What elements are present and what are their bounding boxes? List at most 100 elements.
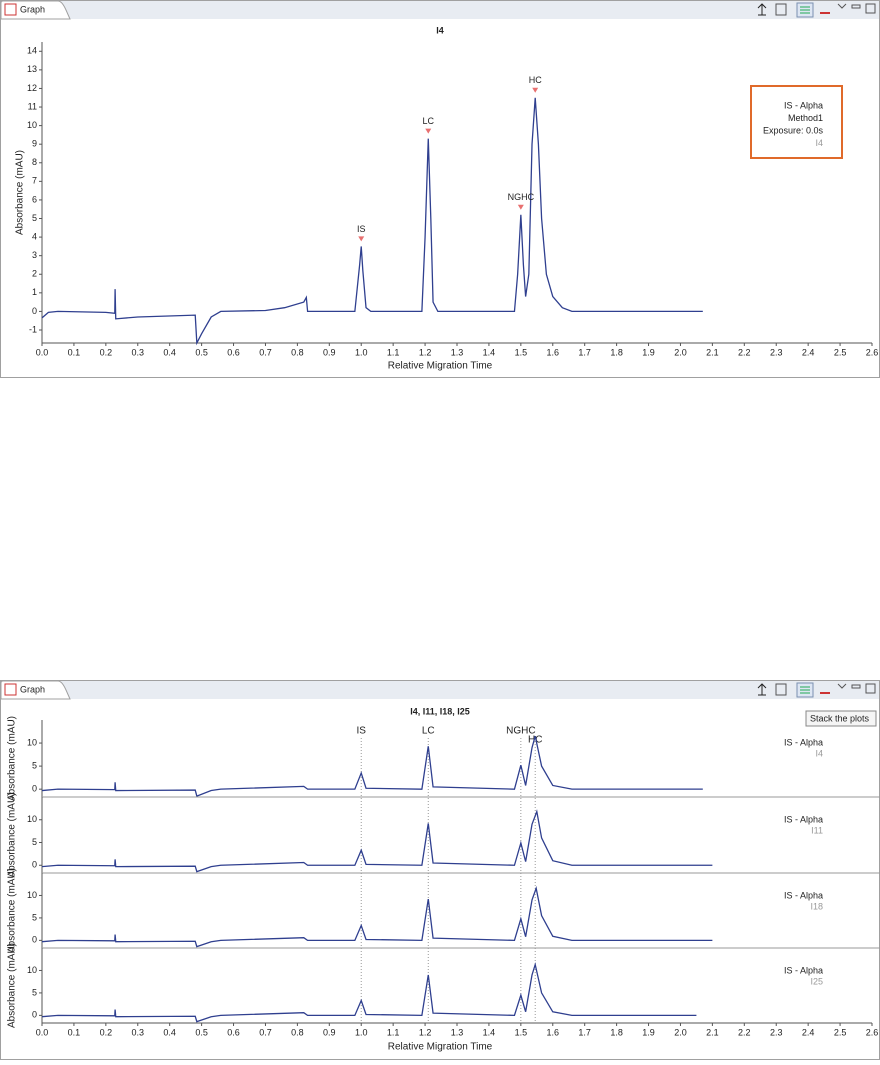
y-tick-label: 12	[27, 83, 37, 93]
y-tick-label: 10	[27, 965, 37, 975]
peak-marker	[358, 236, 365, 242]
series-line	[41, 97, 703, 346]
x-tick-label: 0.6	[227, 1027, 240, 1037]
x-tick-label: 0.7	[259, 347, 272, 357]
legend-text: IS - Alpha	[784, 965, 823, 975]
tab-bar	[1, 681, 879, 699]
tooltip-layer: Stack the plots	[805, 710, 877, 727]
tool-button[interactable]	[757, 3, 767, 16]
legend-series-name: I4	[815, 748, 823, 758]
x-tick-label: 1.2	[419, 347, 432, 357]
tab-bar	[1, 1, 879, 19]
series-line	[41, 885, 713, 948]
x-tick-label: 1.1	[387, 1027, 400, 1037]
y-tick-label: 10	[27, 814, 37, 824]
x-tick-label: 2.1	[706, 1027, 719, 1037]
x-tick-label: 2.5	[834, 1027, 847, 1037]
y-axis-label: Absorbance (mAU)	[7, 943, 18, 1028]
tool-button[interactable]	[757, 683, 767, 696]
maximize-button[interactable]	[865, 3, 876, 14]
x-tick-label: 1.1	[387, 347, 400, 357]
x-tick-label: 2.5	[834, 347, 847, 357]
x-tick-label: 1.6	[547, 1027, 560, 1037]
tab-label[interactable]: Graph	[20, 684, 45, 694]
tooltip: Stack the plots	[810, 713, 870, 723]
y-tick-label: 5	[32, 760, 37, 770]
tool-button[interactable]	[775, 3, 787, 16]
peak-label: NGHC	[506, 726, 535, 737]
x-tick-label: 1.8	[610, 1027, 623, 1037]
y-tick-label: 5	[32, 837, 37, 847]
icon	[800, 6, 810, 14]
tab[interactable]	[0, 0, 71, 20]
x-tick-label: 0.8	[291, 347, 304, 357]
y-tick-label: 5	[32, 213, 37, 223]
legend-text: Exposure: 0.0s	[763, 125, 824, 135]
legend-box	[750, 85, 843, 159]
minimize-button[interactable]	[851, 4, 861, 9]
x-tick-label: 2.0	[674, 1027, 687, 1037]
peak-label: NGHC	[508, 192, 535, 202]
peak-marker	[517, 204, 524, 210]
x-tick-label: 1.0	[355, 347, 368, 357]
y-tick-label: 10	[27, 890, 37, 900]
peak-label: IS	[357, 726, 367, 737]
chart-title: I4, I11, I18, I25	[410, 706, 470, 716]
peak-label: IS	[357, 224, 366, 234]
toolbar	[757, 2, 876, 18]
x-tick-label: 1.3	[451, 1027, 464, 1037]
series-line	[41, 735, 703, 797]
x-axis-label: Relative Migration Time	[388, 1042, 493, 1053]
y-tick-label: 3	[32, 250, 37, 260]
x-tick-label: 2.3	[770, 347, 783, 357]
chart-title: I4	[436, 25, 444, 35]
peak-label: HC	[529, 75, 542, 85]
x-tick-label: 1.0	[355, 1027, 368, 1037]
maximize-button[interactable]	[865, 683, 876, 694]
panel	[0, 0, 880, 378]
legend-series-name: I25	[810, 976, 823, 986]
tooltip-box	[805, 710, 877, 727]
x-tick-label: 0.2	[100, 347, 113, 357]
x-tick-label: 1.7	[578, 347, 591, 357]
x-tick-label: 2.4	[802, 347, 815, 357]
y-tick-label: 7	[32, 176, 37, 186]
x-tick-label: 0.5	[195, 1027, 208, 1037]
toolbar	[757, 682, 876, 698]
tab-label[interactable]: Graph	[20, 4, 45, 14]
x-tick-label: 1.9	[642, 347, 655, 357]
tool-button[interactable]	[775, 683, 787, 696]
y-axis-label: Absorbance (mAU)	[7, 792, 18, 877]
x-tick-label: 2.6	[866, 1027, 879, 1037]
x-tick-label: 0.3	[132, 347, 145, 357]
x-tick-label: 2.0	[674, 347, 687, 357]
x-tick-label: 2.6	[866, 347, 879, 357]
x-tick-label: 2.2	[738, 1027, 751, 1037]
series-line	[41, 809, 713, 873]
tab-icon	[4, 3, 17, 16]
x-tick-label: 1.4	[483, 347, 496, 357]
legend-text: IS - Alpha	[784, 890, 823, 900]
menu-button[interactable]	[837, 3, 847, 9]
x-tick-label: 0.5	[195, 347, 208, 357]
x-tick-label: 1.9	[642, 1027, 655, 1037]
peak-label: HC	[528, 735, 542, 746]
menu-button[interactable]	[837, 683, 847, 689]
x-tick-label: 1.3	[451, 347, 464, 357]
x-tick-label: 0.8	[291, 1027, 304, 1037]
x-tick-label: 2.2	[738, 347, 751, 357]
x-tick-label: 0.7	[259, 1027, 272, 1037]
tab[interactable]	[0, 680, 71, 700]
y-tick-label: 14	[27, 46, 37, 56]
minimize-button[interactable]	[851, 684, 861, 689]
x-tick-label: 0.0	[36, 1027, 49, 1037]
x-tick-label: 1.2	[419, 1027, 432, 1037]
y-tick-label: 10	[27, 737, 37, 747]
y-tick-label: 10	[27, 120, 37, 130]
y-tick-label: 4	[32, 231, 37, 241]
x-tick-label: 1.7	[578, 1027, 591, 1037]
x-tick-label: 1.6	[547, 347, 560, 357]
icon	[800, 686, 810, 694]
y-axis-label: Absorbance (mAU)	[7, 868, 18, 953]
y-tick-label: 2	[32, 269, 37, 279]
